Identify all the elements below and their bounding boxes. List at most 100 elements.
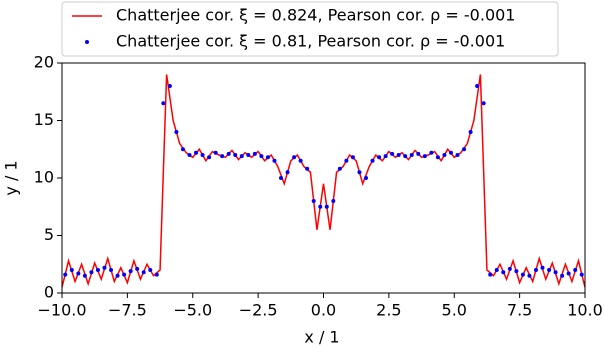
data-point xyxy=(435,155,440,160)
data-point xyxy=(501,270,506,275)
data-point xyxy=(82,273,87,278)
data-point xyxy=(481,101,486,106)
data-point xyxy=(252,151,257,156)
data-point xyxy=(448,150,453,155)
data-point xyxy=(383,154,388,159)
x-tick-label: 7.5 xyxy=(507,301,532,320)
data-point xyxy=(305,166,310,171)
data-point xyxy=(553,270,558,275)
data-point xyxy=(89,270,94,275)
data-point xyxy=(180,147,185,152)
data-point xyxy=(579,272,584,277)
data-point xyxy=(566,271,571,276)
data-point xyxy=(122,272,127,277)
x-tick-label: 0.0 xyxy=(311,301,336,320)
y-tick-label: 10 xyxy=(34,168,54,187)
data-point xyxy=(167,84,172,88)
data-point xyxy=(390,151,395,156)
data-point xyxy=(259,154,264,159)
data-point xyxy=(468,130,473,134)
data-point xyxy=(233,153,238,157)
data-point xyxy=(416,151,421,156)
data-point xyxy=(200,153,205,157)
data-point xyxy=(318,204,323,209)
data-point xyxy=(174,130,179,134)
data-point xyxy=(161,101,166,106)
y-tick-label: 0 xyxy=(44,283,54,302)
y-axis-label: y / 1 xyxy=(2,160,21,195)
data-point xyxy=(514,269,519,274)
data-point xyxy=(331,199,336,203)
data-point xyxy=(533,268,538,272)
legend-label: Chatterjee cor. ξ = 0.824, Pearson cor. … xyxy=(116,6,515,25)
data-point xyxy=(207,155,212,160)
data-point xyxy=(102,265,107,270)
x-tick-label: 5.0 xyxy=(442,301,467,320)
data-point xyxy=(115,273,120,278)
data-point xyxy=(154,272,159,277)
x-tick-label: −10.0 xyxy=(37,301,86,320)
data-point xyxy=(455,153,460,157)
data-point xyxy=(239,154,244,159)
data-point xyxy=(135,266,140,271)
data-point xyxy=(357,170,362,175)
legend-box xyxy=(61,1,559,57)
data-point xyxy=(76,271,81,276)
data-point xyxy=(279,176,284,180)
data-point xyxy=(226,151,231,156)
data-point xyxy=(520,272,525,277)
y-tick-label: 20 xyxy=(34,53,54,72)
data-point xyxy=(370,158,375,163)
data-point xyxy=(69,268,74,272)
data-point xyxy=(95,268,100,272)
legend-marker xyxy=(85,40,89,44)
data-point xyxy=(109,268,114,272)
data-point xyxy=(494,268,499,272)
x-tick-label: 10.0 xyxy=(567,301,603,320)
data-point xyxy=(350,155,355,160)
data-point xyxy=(187,153,192,157)
data-point xyxy=(272,158,277,163)
data-point xyxy=(573,268,578,272)
data-point xyxy=(292,155,297,160)
data-point xyxy=(344,158,349,163)
legend-label: Chatterjee cor. ξ = 0.81, Pearson cor. ρ… xyxy=(116,32,505,51)
data-point xyxy=(540,265,545,270)
data-point xyxy=(488,272,493,277)
x-axis-label: x / 1 xyxy=(304,328,339,346)
data-point xyxy=(246,153,251,157)
y-tick-label: 5 xyxy=(44,225,54,244)
data-point xyxy=(396,153,401,157)
plot-frame xyxy=(61,62,586,294)
data-point xyxy=(265,155,270,160)
data-point xyxy=(403,154,408,159)
data-point xyxy=(128,269,133,274)
x-tick-label: 2.5 xyxy=(376,301,401,320)
data-point xyxy=(429,150,434,155)
data-point xyxy=(213,150,218,155)
data-point xyxy=(560,273,565,278)
data-point xyxy=(337,166,342,171)
data-point xyxy=(409,153,414,157)
data-point xyxy=(507,266,512,271)
x-tick-label: −2.5 xyxy=(239,301,278,320)
data-point xyxy=(285,170,290,175)
data-point xyxy=(377,155,382,160)
data-point xyxy=(475,84,480,88)
data-point xyxy=(63,272,68,277)
data-point xyxy=(311,199,316,203)
data-point xyxy=(324,204,329,209)
data-point xyxy=(462,147,467,152)
data-point xyxy=(194,150,199,155)
x-tick-label: −7.5 xyxy=(108,301,147,320)
data-point xyxy=(220,154,225,159)
x-tick-label: −5.0 xyxy=(173,301,212,320)
y-tick-label: 15 xyxy=(34,110,54,129)
data-point xyxy=(363,176,368,180)
data-point xyxy=(141,270,146,275)
data-point xyxy=(298,158,303,163)
data-line xyxy=(62,74,585,288)
data-point xyxy=(422,154,427,159)
